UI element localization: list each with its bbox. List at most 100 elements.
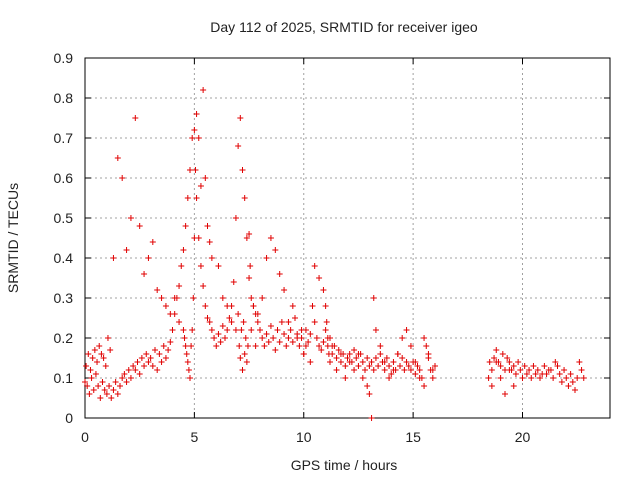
data-point <box>82 379 88 385</box>
data-point <box>149 239 156 245</box>
data-point <box>364 383 371 389</box>
data-point <box>405 363 412 369</box>
data-point <box>232 327 239 333</box>
data-point <box>351 367 358 373</box>
data-point <box>337 359 344 365</box>
data-point <box>162 303 169 309</box>
data-point <box>158 295 165 301</box>
data-point <box>368 359 375 365</box>
data-point <box>576 359 583 365</box>
data-point <box>160 343 167 349</box>
axis-ticks <box>84 57 610 419</box>
data-point <box>506 359 513 365</box>
data-point <box>325 351 332 357</box>
y-tick-label: 0.1 <box>54 370 74 386</box>
data-point <box>123 247 130 253</box>
data-point <box>226 315 233 321</box>
data-point <box>272 347 279 353</box>
data-point <box>572 387 578 393</box>
data-point <box>94 359 101 365</box>
data-point <box>200 87 207 93</box>
data-point <box>294 335 301 341</box>
data-point <box>187 375 193 381</box>
data-point <box>107 347 114 353</box>
data-point <box>125 367 132 373</box>
data-point <box>407 367 414 373</box>
data-point <box>228 319 235 325</box>
y-tick-label: 0.5 <box>54 210 74 226</box>
data-point <box>416 375 423 381</box>
data-point <box>359 375 366 381</box>
data-point <box>182 223 189 229</box>
data-point <box>244 343 251 349</box>
data-point <box>246 231 253 237</box>
data-point <box>145 359 152 365</box>
y-tick-label: 0.2 <box>54 330 74 346</box>
data-point <box>567 371 574 377</box>
data-point <box>316 275 323 281</box>
data-point <box>526 367 533 373</box>
data-point <box>181 335 188 341</box>
data-point <box>364 355 371 361</box>
data-point <box>240 319 247 325</box>
data-point <box>91 347 98 353</box>
data-point <box>138 355 145 361</box>
data-point <box>375 363 382 369</box>
data-point <box>187 167 193 173</box>
data-point <box>102 363 109 369</box>
y-tick-label: 0.7 <box>54 130 74 146</box>
data-point <box>136 223 143 229</box>
data-point <box>556 371 563 377</box>
data-point <box>355 351 362 357</box>
data-point <box>208 255 215 261</box>
data-point <box>377 343 384 349</box>
data-point <box>154 287 161 293</box>
data-point <box>259 295 266 301</box>
data-point <box>119 175 126 181</box>
data-point <box>261 343 268 349</box>
data-point <box>383 355 390 361</box>
y-tick-label: 0.6 <box>54 170 74 186</box>
data-point <box>543 371 550 377</box>
data-point <box>285 319 292 325</box>
data-point <box>235 143 242 149</box>
data-point <box>493 347 500 353</box>
data-point <box>370 295 377 301</box>
data-point <box>176 283 183 289</box>
data-point <box>423 343 430 349</box>
data-point <box>298 327 305 333</box>
data-point <box>569 379 576 385</box>
data-point <box>180 327 187 333</box>
data-point <box>263 331 270 337</box>
data-point <box>230 279 237 285</box>
data-point <box>241 351 248 357</box>
y-tick-label: 0.3 <box>54 290 74 306</box>
data-point <box>114 155 121 161</box>
data-point <box>346 359 353 365</box>
data-point <box>403 359 410 365</box>
data-point <box>504 355 511 361</box>
data-point <box>318 347 325 353</box>
data-point <box>510 363 517 369</box>
data-point <box>127 375 134 381</box>
x-tick-label: 20 <box>515 429 531 445</box>
data-point <box>565 383 572 389</box>
data-point <box>259 335 266 341</box>
data-point <box>123 379 130 385</box>
data-point <box>412 371 419 377</box>
data-point <box>158 359 165 365</box>
data-point <box>394 351 401 357</box>
data-point <box>119 375 126 381</box>
data-point <box>257 327 263 333</box>
data-point <box>401 367 408 373</box>
data-point <box>237 355 244 361</box>
y-tick-label: 0.8 <box>54 90 74 106</box>
data-point <box>112 379 119 385</box>
data-point <box>239 167 246 173</box>
data-point <box>132 367 139 373</box>
data-point <box>246 275 253 281</box>
data-point <box>578 367 585 373</box>
data-point <box>563 375 570 381</box>
data-point <box>232 215 239 221</box>
